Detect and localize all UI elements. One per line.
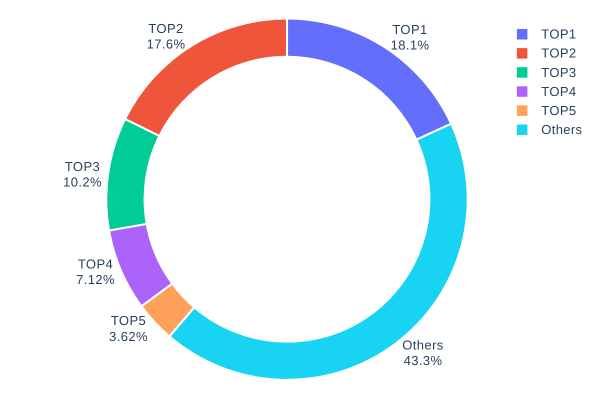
svg-text:TOP4: TOP4: [78, 257, 113, 272]
svg-text:TOP1: TOP1: [541, 27, 576, 42]
svg-text:3.62%: 3.62%: [109, 329, 148, 344]
svg-text:TOP3: TOP3: [65, 159, 100, 174]
svg-text:TOP5: TOP5: [111, 313, 146, 328]
svg-text:10.2%: 10.2%: [63, 174, 102, 189]
svg-text:TOP3: TOP3: [541, 65, 576, 80]
svg-text:TOP5: TOP5: [541, 103, 576, 118]
svg-text:Others: Others: [541, 122, 582, 137]
svg-text:18.1%: 18.1%: [391, 38, 430, 53]
svg-text:TOP1: TOP1: [392, 22, 427, 37]
svg-text:7.12%: 7.12%: [76, 272, 115, 287]
svg-text:Others: Others: [402, 337, 444, 352]
svg-text:TOP2: TOP2: [148, 21, 183, 36]
svg-text:TOP2: TOP2: [541, 46, 576, 61]
svg-text:TOP4: TOP4: [541, 84, 576, 99]
svg-text:43.3%: 43.3%: [404, 353, 443, 368]
svg-text:17.6%: 17.6%: [147, 37, 186, 52]
